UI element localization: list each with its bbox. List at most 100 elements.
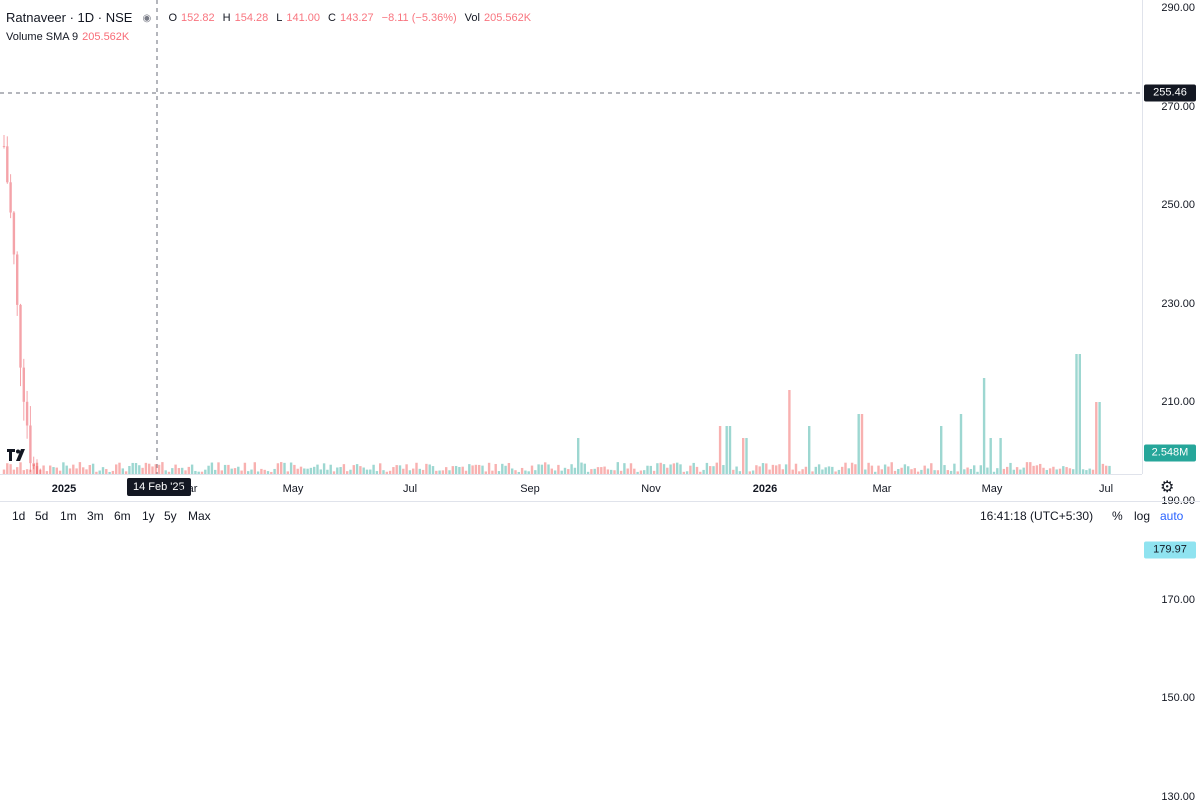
volume-bar	[115, 464, 118, 474]
range-max-button[interactable]: Max	[188, 509, 211, 523]
volume-bar	[289, 462, 293, 474]
volume-bar	[930, 463, 933, 474]
bottom-toolbar: 1d 5d 1m 3m 6m 1y 5y Max 16:41:18 (UTC+5…	[0, 501, 1200, 532]
eye-icon[interactable]: ◉	[142, 12, 152, 24]
volume-bar	[273, 468, 276, 474]
volume-bar	[629, 463, 633, 474]
volume-bar	[1006, 466, 1009, 474]
volume-bar	[121, 468, 124, 474]
volume-bar	[1085, 470, 1088, 474]
volume-bar	[755, 465, 758, 474]
timezone-clock[interactable]: 16:41:18 (UTC+5:30)	[980, 509, 1094, 523]
volume-legend[interactable]: Volume SMA 9 205.562K	[6, 31, 129, 43]
volume-bar	[388, 470, 392, 474]
volume-bar	[864, 469, 867, 474]
volume-bar	[75, 468, 78, 474]
volume-bar	[1065, 467, 1068, 474]
volume-bar	[266, 471, 270, 474]
volume-bar	[144, 462, 148, 474]
candle-body	[6, 146, 9, 183]
volume-bar	[732, 469, 735, 474]
volume-bar	[55, 467, 58, 474]
volume-bar	[699, 471, 702, 474]
volume-bar	[926, 468, 930, 474]
volume-bar	[639, 470, 643, 474]
auto-scale-toggle[interactable]: auto	[1160, 509, 1184, 523]
volume-bar	[1052, 466, 1055, 474]
price-axis[interactable]: 290.00 270.00 250.00 230.00 210.00 190.00 170.…	[1142, 0, 1200, 803]
volume-bar	[666, 467, 669, 474]
volume-bar	[540, 464, 544, 474]
volume-bar	[187, 466, 190, 474]
volume-bar	[210, 462, 214, 474]
volume-bar	[586, 471, 590, 474]
volume-bar	[676, 462, 679, 474]
candle-body	[29, 425, 32, 464]
volume-bar	[966, 467, 969, 474]
volume-bar	[154, 464, 157, 474]
volume-sma-label: Volume SMA 9	[6, 31, 79, 43]
volume-bar	[233, 468, 237, 474]
volume-bar	[1035, 465, 1039, 474]
volume-bar	[874, 471, 877, 474]
volume-bar	[151, 466, 154, 474]
volume-bar	[49, 465, 52, 474]
volume-bar	[1058, 468, 1062, 474]
tradingview-logo-icon	[7, 449, 25, 461]
volume-bar	[718, 426, 722, 474]
volume-bar	[712, 466, 715, 474]
price-tick-label: 290.00	[1161, 2, 1195, 14]
volume-bar	[547, 464, 550, 474]
range-3m-button[interactable]: 3m	[87, 509, 104, 523]
time-axis[interactable]: 14 Feb '25 2025 Mar May Jul Sep Nov 2026 Mar May…	[0, 474, 1142, 501]
volume-bar	[346, 471, 349, 474]
volume-bar	[42, 465, 45, 474]
volume-bar	[105, 469, 108, 474]
candlestick-chart[interactable]	[0, 0, 1142, 474]
symbol-title[interactable]: Ratnaveer · 1D · NSE	[6, 10, 133, 25]
volume-bar	[474, 464, 478, 474]
volume-bar	[128, 465, 131, 474]
range-1d-button[interactable]: 1d	[12, 509, 26, 523]
volume-bar	[220, 470, 223, 474]
volume-bar	[435, 470, 438, 474]
volume-bar	[999, 438, 1002, 474]
ohlc-vol-key: Vol	[464, 11, 480, 24]
volume-bar	[633, 468, 636, 474]
volume-bar	[478, 464, 481, 474]
volume-bar	[636, 471, 639, 474]
price-tick-label: 250.00	[1161, 199, 1195, 212]
range-5d-button[interactable]: 5d	[35, 509, 49, 523]
volume-bar	[563, 467, 567, 474]
log-scale-toggle[interactable]: log	[1134, 509, 1151, 523]
volume-bar	[484, 471, 487, 474]
volume-bar	[392, 467, 395, 474]
volume-bar	[1032, 465, 1035, 474]
volume-bar	[841, 466, 844, 474]
volume-bar	[197, 471, 200, 474]
volume-bar	[1029, 462, 1032, 474]
range-6m-button[interactable]: 6m	[114, 509, 131, 523]
volume-bar	[138, 465, 141, 474]
percent-scale-toggle[interactable]: %	[1112, 509, 1123, 523]
range-1m-button[interactable]: 1m	[60, 509, 77, 523]
volume-bar	[910, 469, 913, 474]
crosshair-date-label: 14 Feb '25	[127, 478, 191, 496]
volume-bar	[953, 463, 956, 474]
volume-bar	[728, 426, 732, 474]
volume-bar	[214, 469, 217, 474]
volume-bar	[296, 468, 299, 474]
volume-bar	[82, 467, 85, 474]
volume-bar	[511, 468, 514, 474]
volume-bar	[560, 470, 563, 474]
volume-bar	[68, 468, 72, 474]
volume-bar	[963, 469, 966, 474]
time-tick-label: May	[981, 483, 1003, 495]
range-5y-button[interactable]: 5y	[164, 509, 177, 523]
volume-bar	[940, 426, 943, 474]
range-1y-button[interactable]: 1y	[142, 509, 155, 523]
gear-icon[interactable]: ⚙	[1160, 479, 1175, 496]
chart-pane[interactable]	[0, 0, 1142, 474]
volume-bar	[1072, 469, 1075, 474]
volume-bar	[45, 471, 49, 474]
